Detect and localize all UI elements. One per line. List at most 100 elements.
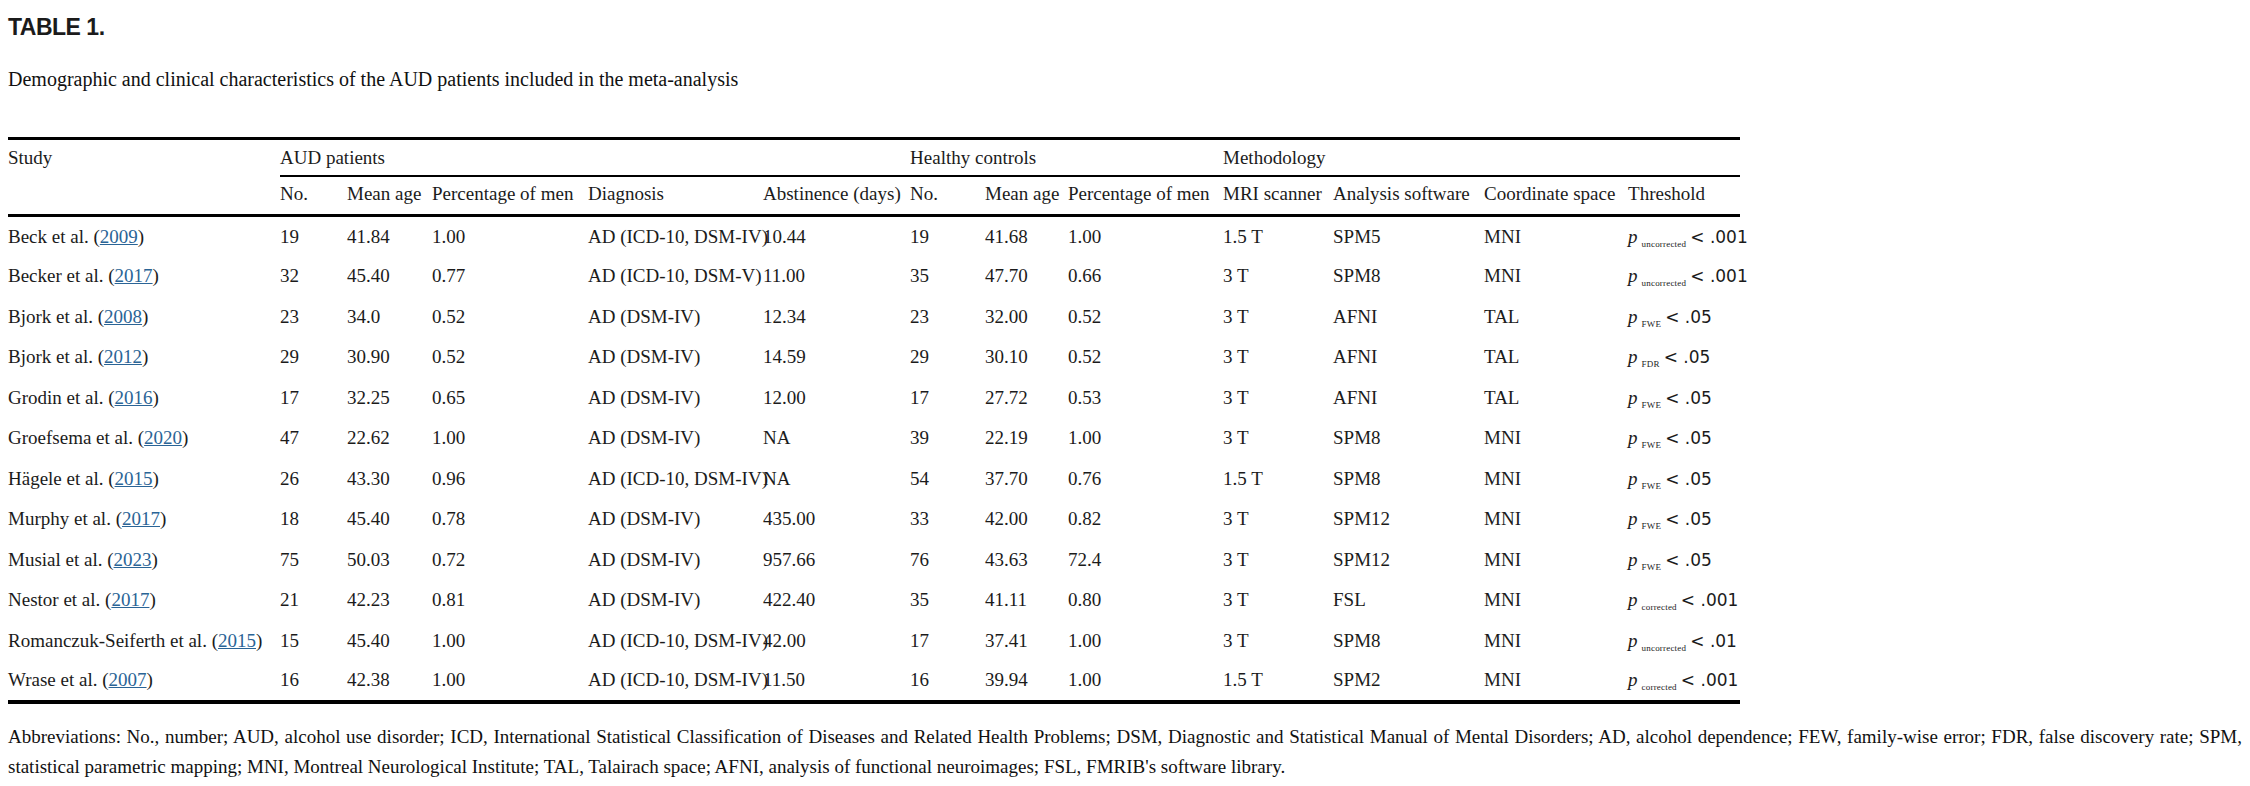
cell-scanner: 1.5 T xyxy=(1223,216,1333,257)
p-value-comparison: < .001 xyxy=(1681,670,1739,690)
cell-space: TAL xyxy=(1484,337,1628,378)
table-row: Wrase et al. (2007)1642.381.00AD (ICD-10… xyxy=(8,661,1740,702)
cell-aud-mean-age: 41.84 xyxy=(347,216,432,257)
p-value-symbol: p xyxy=(1628,549,1638,570)
citation-year-link[interactable]: 2017 xyxy=(115,265,153,286)
citation-year-link[interactable]: 2007 xyxy=(109,669,147,690)
p-value-comparison: < .05 xyxy=(1665,550,1712,570)
cell-hc-mean-age: 41.68 xyxy=(985,216,1068,257)
citation-year-link[interactable]: 2012 xyxy=(104,346,142,367)
p-value-correction-subscript: FWE xyxy=(1642,400,1662,410)
cell-abstinence: 14.59 xyxy=(763,337,910,378)
cell-aud-pct-men: 0.52 xyxy=(432,337,588,378)
p-value-symbol: p xyxy=(1628,387,1638,408)
cell-study-citation: Hägele et al. (2015) xyxy=(8,459,280,500)
cell-aud-mean-age: 22.62 xyxy=(347,418,432,459)
cell-aud-pct-men: 0.78 xyxy=(432,499,588,540)
p-value-comparison: < .05 xyxy=(1664,347,1711,367)
cell-abstinence: 12.34 xyxy=(763,297,910,338)
cell-aud-pct-men: 0.72 xyxy=(432,540,588,581)
group-header-aud-patients: AUD patients xyxy=(280,139,910,177)
cell-diagnosis: AD (ICD-10, DSM-IV) xyxy=(588,621,763,662)
p-value-correction-subscript: FWE xyxy=(1642,521,1662,531)
column-header-diagnosis: Diagnosis xyxy=(588,176,763,216)
cell-threshold: puncorrected< .001 xyxy=(1628,256,1740,297)
citation-year-link[interactable]: 2015 xyxy=(218,630,256,651)
cell-hc-no: 39 xyxy=(910,418,985,459)
cell-threshold: pFWE< .05 xyxy=(1628,459,1740,500)
cell-abstinence: 435.00 xyxy=(763,499,910,540)
citation-year-link[interactable]: 2009 xyxy=(100,226,138,247)
cell-study-citation: Grodin et al. (2016) xyxy=(8,378,280,419)
cell-abstinence: 11.00 xyxy=(763,256,910,297)
cell-software: SPM2 xyxy=(1333,661,1484,702)
p-value-comparison: < .05 xyxy=(1665,388,1712,408)
p-value-correction-subscript: corrected xyxy=(1642,602,1677,612)
cell-hc-mean-age: 47.70 xyxy=(985,256,1068,297)
cell-space: MNI xyxy=(1484,661,1628,702)
cell-threshold: pFWE< .05 xyxy=(1628,499,1740,540)
cell-hc-mean-age: 37.41 xyxy=(985,621,1068,662)
table-row: Bjork et al. (2008)2334.00.52AD (DSM-IV)… xyxy=(8,297,1740,338)
cell-aud-pct-men: 0.96 xyxy=(432,459,588,500)
cell-aud-no: 15 xyxy=(280,621,347,662)
cell-hc-pct-men: 72.4 xyxy=(1068,540,1223,581)
cell-study-citation: Groefsema et al. (2020) xyxy=(8,418,280,459)
cell-scanner: 3 T xyxy=(1223,378,1333,419)
citation-year-link[interactable]: 2015 xyxy=(115,468,153,489)
cell-aud-mean-age: 32.25 xyxy=(347,378,432,419)
cell-aud-mean-age: 34.0 xyxy=(347,297,432,338)
citation-year-link[interactable]: 2020 xyxy=(144,427,182,448)
p-value-correction-subscript: corrected xyxy=(1642,682,1677,692)
cell-space: MNI xyxy=(1484,580,1628,621)
cell-space: MNI xyxy=(1484,540,1628,581)
table-row: Murphy et al. (2017)1845.400.78AD (DSM-I… xyxy=(8,499,1740,540)
p-value-symbol: p xyxy=(1628,669,1638,690)
cell-threshold: p corrected < .001 xyxy=(1628,661,1740,702)
p-value-symbol: p xyxy=(1628,427,1638,448)
cell-aud-no: 16 xyxy=(280,661,347,702)
cell-aud-mean-age: 42.38 xyxy=(347,661,432,702)
cell-aud-pct-men: 1.00 xyxy=(432,216,588,257)
p-value-correction-subscript: FWE xyxy=(1642,440,1662,450)
cell-threshold: pFWE< .05 xyxy=(1628,418,1740,459)
cell-scanner: 1.5 T xyxy=(1223,459,1333,500)
table-row: Beck et al. (2009)1941.841.00AD (ICD-10,… xyxy=(8,216,1740,257)
p-value-symbol: p xyxy=(1628,226,1638,247)
characteristics-table: Study AUD patients Healthy controls Meth… xyxy=(8,137,1740,704)
p-value-symbol: p xyxy=(1628,468,1638,489)
cell-space: TAL xyxy=(1484,297,1628,338)
cell-hc-mean-age: 42.00 xyxy=(985,499,1068,540)
citation-year-link[interactable]: 2017 xyxy=(122,508,160,529)
p-value-comparison: < .05 xyxy=(1665,307,1712,327)
cell-hc-pct-men: 0.66 xyxy=(1068,256,1223,297)
cell-study-citation: Bjork et al. (2008) xyxy=(8,297,280,338)
cell-hc-pct-men: 0.53 xyxy=(1068,378,1223,419)
column-header-hc-mean-age: Mean age xyxy=(985,176,1068,216)
citation-year-link[interactable]: 2023 xyxy=(114,549,152,570)
citation-year-link[interactable]: 2016 xyxy=(115,387,153,408)
column-header-aud-no: No. xyxy=(280,176,347,216)
cell-hc-pct-men: 0.80 xyxy=(1068,580,1223,621)
citation-year-link[interactable]: 2017 xyxy=(111,589,149,610)
cell-hc-mean-age: 37.70 xyxy=(985,459,1068,500)
cell-software: FSL xyxy=(1333,580,1484,621)
p-value-correction-subscript: FWE xyxy=(1642,481,1662,491)
cell-hc-no: 17 xyxy=(910,621,985,662)
p-value-comparison: < .001 xyxy=(1690,227,1748,247)
cell-hc-no: 54 xyxy=(910,459,985,500)
citation-year-link[interactable]: 2008 xyxy=(104,306,142,327)
cell-hc-pct-men: 1.00 xyxy=(1068,418,1223,459)
cell-hc-no: 35 xyxy=(910,580,985,621)
cell-hc-no: 19 xyxy=(910,216,985,257)
cell-diagnosis: AD (DSM-IV) xyxy=(588,499,763,540)
cell-scanner: 1.5 T xyxy=(1223,661,1333,702)
cell-diagnosis: AD (ICD-10, DSM-IV) xyxy=(588,459,763,500)
p-value-correction-subscript: uncorrected xyxy=(1642,643,1687,653)
cell-aud-pct-men: 0.81 xyxy=(432,580,588,621)
cell-hc-mean-age: 30.10 xyxy=(985,337,1068,378)
table-row: Bjork et al. (2012)2930.900.52AD (DSM-IV… xyxy=(8,337,1740,378)
cell-space: MNI xyxy=(1484,256,1628,297)
cell-aud-no: 47 xyxy=(280,418,347,459)
cell-study-citation: Murphy et al. (2017) xyxy=(8,499,280,540)
